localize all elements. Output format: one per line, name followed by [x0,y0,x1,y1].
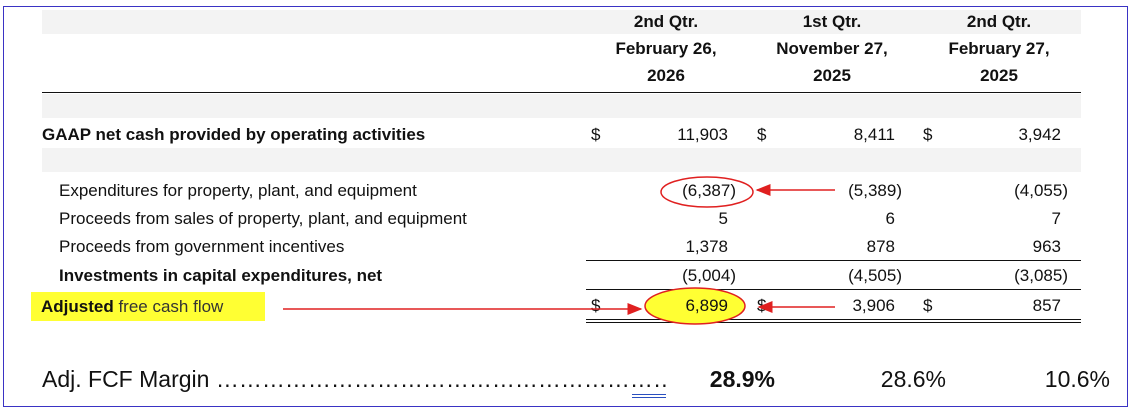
value-gaap-q1-2025: 8,411 [853,125,895,144]
column-header-line3: 2025 [980,66,1018,85]
row-label-gaap: GAAP net cash provided by operating acti… [42,125,426,144]
row-label-fcf: Adjusted free cash flow [41,297,223,317]
value-proceeds-gov-q1-2025: 878 [866,237,895,256]
column-header-line2: November 27, [776,39,888,58]
value-gaap-q2-2026: 11,903 [677,125,728,144]
total-double-rule-bottom [586,322,1081,323]
value-proceeds-gov-q2-2026: 1,378 [685,237,728,256]
currency-symbol: $ [923,296,933,315]
header-band [42,10,1081,34]
column-header-line3: 2025 [813,66,851,85]
subtotal-rule [586,260,1081,261]
row-label-proceeds-sales: Proceeds from sales of property, plant, … [59,209,467,228]
value-fcf-q2-2025: 857 [1032,296,1061,315]
column-header-line1: 2nd Qtr. [966,12,1032,31]
value-fcf-q1-2025: 3,906 [852,296,895,315]
row-label-investments: Investments in capital expenditures, net [59,266,383,285]
column-header-q2-2026: 2nd Qtr. February 26, 2026 [586,8,746,89]
margin-value-q2-2026: 28.9% [709,366,775,392]
capex-circle [660,176,754,208]
margin-value-q2-2025: 10.6% [1044,366,1110,392]
value-proceeds-sales-q1-2025: 6 [885,209,895,228]
column-header-line2: February 27, [948,39,1050,58]
column-header-line2: February 26, [615,39,717,58]
row-label-capex: Expenditures for property, plant, and eq… [59,181,417,200]
value-capex-q2-2026: (6,387) [682,181,736,200]
currency-symbol: $ [591,125,601,144]
spacer-band [42,148,1081,172]
value-proceeds-gov-q2-2025: 963 [1032,237,1061,256]
dotted-underline-bottom [632,397,666,398]
currency-symbol: $ [757,125,767,144]
header-rule [42,92,1081,93]
currency-symbol: $ [591,296,601,315]
column-header-line1: 2nd Qtr. [633,12,699,31]
dotted-underline-top [632,394,666,395]
column-header-line1: 1st Qtr. [802,12,862,31]
highlight-box [31,292,265,321]
margin-value-q1-2025: 28.6% [880,366,946,392]
value-proceeds-sales-q2-2025: 7 [1051,209,1061,228]
column-header-line3: 2026 [647,66,685,85]
value-capex-q1-2025: (5,389) [848,181,902,200]
value-proceeds-sales-q2-2026: 5 [718,209,728,228]
subtotal-rule [586,289,1081,290]
row-label-fcf-part2: free cash flow [118,297,224,316]
column-header-q2-2025: 2nd Qtr. February 27, 2025 [919,8,1079,89]
spacer-band [42,94,1081,118]
value-investments-q2-2025: (3,085) [1014,266,1068,285]
fcf-circle [644,287,746,325]
column-header-q1-2025: 1st Qtr. November 27, 2025 [752,8,912,89]
value-capex-q2-2025: (4,055) [1014,181,1068,200]
total-double-rule-top [586,319,1081,320]
row-label-proceeds-gov: Proceeds from government incentives [59,237,345,256]
currency-symbol: $ [923,125,933,144]
value-fcf-q2-2026-highlighted: 6,899 [685,296,728,315]
value-gaap-q2-2025: 3,942 [1018,125,1061,144]
value-investments-q1-2025: (4,505) [848,266,902,285]
slide-frame [3,6,1128,407]
margin-label: Adj. FCF Margin …………………………………………………….. [42,366,666,392]
row-label-fcf-part1: Adjusted [41,297,119,316]
value-investments-q2-2026: (5,004) [682,266,736,285]
